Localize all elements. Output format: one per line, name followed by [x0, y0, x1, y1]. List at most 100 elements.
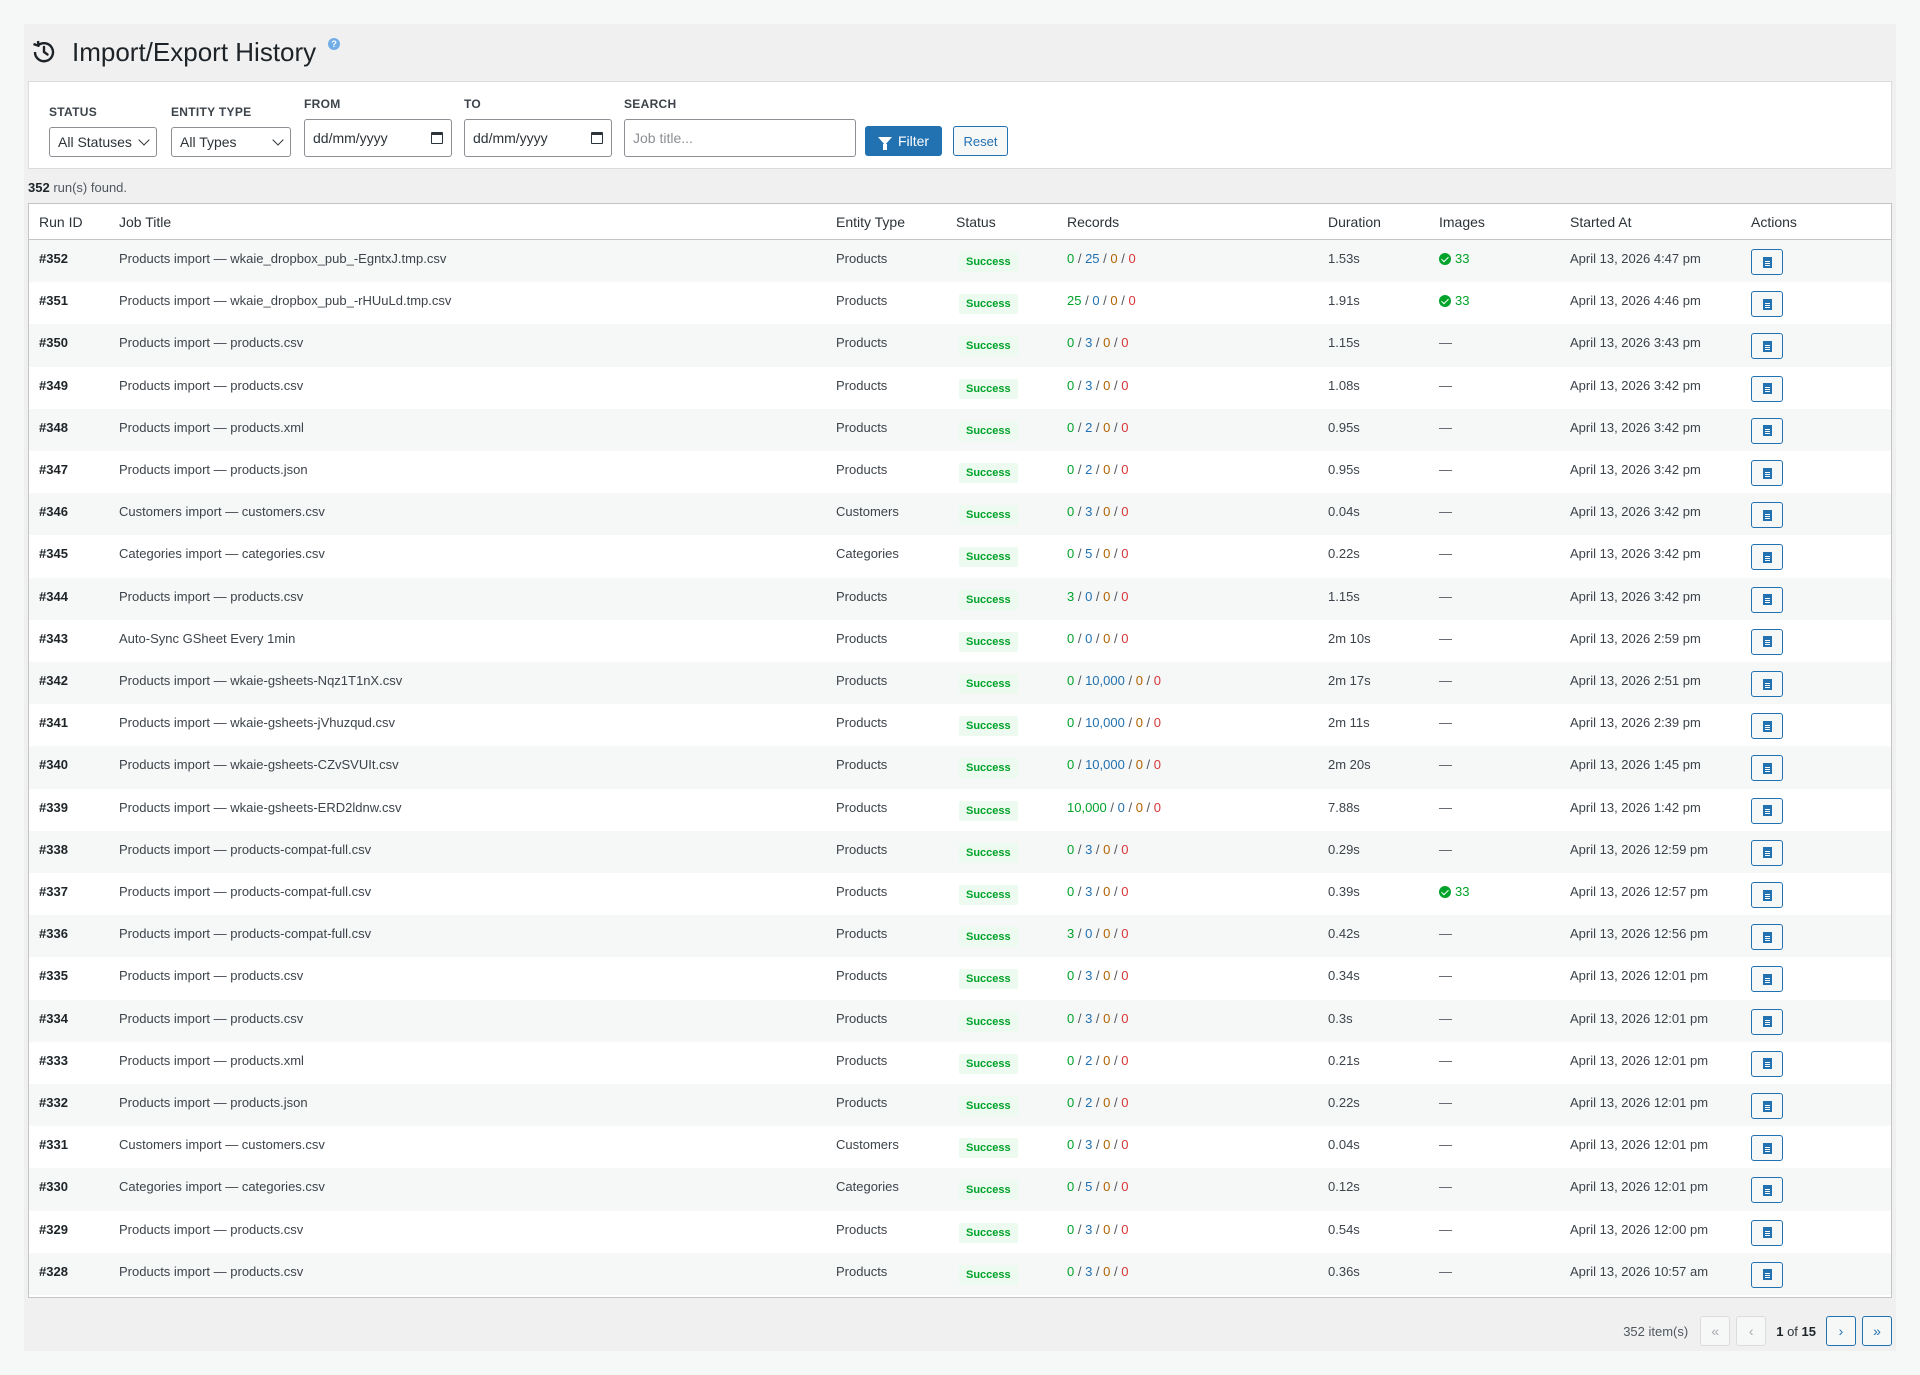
run-id[interactable]: #343: [39, 630, 68, 646]
run-id[interactable]: #339: [39, 799, 68, 815]
col-status[interactable]: Status: [956, 214, 996, 230]
status-select[interactable]: All Statuses: [49, 127, 157, 157]
run-id[interactable]: #336: [39, 926, 68, 942]
records-value: 0: [1121, 1010, 1129, 1026]
run-id[interactable]: #331: [39, 1137, 68, 1153]
run-id[interactable]: #330: [39, 1179, 68, 1195]
records-value: 0: [1110, 251, 1118, 266]
images-cell: —: [1439, 841, 1452, 857]
run-id[interactable]: #333: [39, 1052, 68, 1068]
view-log-button[interactable]: [1751, 291, 1783, 318]
view-log-button[interactable]: [1751, 713, 1783, 740]
status-badge: Success: [959, 842, 1018, 863]
document-icon: [1762, 762, 1772, 774]
entity-select[interactable]: All Types: [171, 127, 291, 157]
from-date-input[interactable]: dd/mm/yyyy: [304, 119, 452, 157]
view-log-button[interactable]: [1751, 671, 1783, 697]
run-id[interactable]: #342: [39, 673, 68, 688]
view-log-button[interactable]: [1751, 417, 1783, 444]
view-log-button[interactable]: [1751, 628, 1783, 655]
records-value: 0: [1067, 715, 1075, 731]
first-page-button[interactable]: «: [1700, 1316, 1731, 1346]
run-id[interactable]: #328: [39, 1263, 68, 1279]
run-id[interactable]: #351: [39, 293, 68, 309]
filter-button[interactable]: Filter: [865, 126, 942, 156]
view-log-button[interactable]: [1751, 1093, 1783, 1119]
run-id[interactable]: #347: [39, 462, 68, 477]
entity-type: Categories: [836, 546, 899, 562]
col-images[interactable]: Images: [1439, 214, 1485, 230]
col-entity-type[interactable]: Entity Type: [836, 214, 906, 230]
view-log-button[interactable]: [1751, 882, 1783, 908]
run-id[interactable]: #335: [39, 968, 68, 984]
run-id[interactable]: #352: [39, 251, 68, 266]
run-id[interactable]: #350: [39, 335, 68, 351]
run-id[interactable]: #334: [39, 1010, 68, 1026]
view-log-button[interactable]: [1751, 249, 1783, 275]
view-log-button[interactable]: [1751, 1177, 1783, 1204]
run-id[interactable]: #345: [39, 546, 68, 562]
run-id[interactable]: #340: [39, 757, 68, 773]
help-icon[interactable]: ?: [328, 38, 341, 50]
started-at: April 13, 2026 12:01 pm: [1570, 1010, 1709, 1026]
run-id[interactable]: #341: [39, 715, 68, 731]
table-row: #329 Products import — products.csv Produc…: [29, 1211, 1891, 1253]
view-log-button[interactable]: [1751, 1219, 1783, 1246]
prev-page-button[interactable]: ‹: [1736, 1316, 1767, 1346]
entity-type: Products: [836, 715, 888, 731]
document-icon: [1762, 1269, 1772, 1281]
run-id[interactable]: #337: [39, 884, 68, 899]
last-page-button[interactable]: »: [1862, 1316, 1892, 1346]
col-job-title[interactable]: Job Title: [119, 214, 172, 230]
run-id[interactable]: #344: [39, 588, 68, 604]
col-run-id[interactable]: Run ID: [39, 214, 83, 230]
col-records[interactable]: Records: [1067, 214, 1120, 230]
entity-type: Products: [836, 1095, 888, 1110]
search-input[interactable]: Job title...: [624, 119, 856, 157]
records-value: 0: [1103, 884, 1111, 899]
col-started-at[interactable]: Started At: [1570, 214, 1632, 230]
view-log-button[interactable]: [1751, 333, 1783, 360]
view-log-button[interactable]: [1751, 375, 1783, 402]
started-at: April 13, 2026 3:42 pm: [1570, 504, 1701, 520]
records-value: 0: [1121, 504, 1129, 520]
entity-type: Customers: [836, 504, 899, 520]
view-log-button[interactable]: [1751, 797, 1783, 824]
records-value: 0: [1067, 1263, 1075, 1279]
view-log-button[interactable]: [1751, 544, 1783, 571]
next-page-button[interactable]: ›: [1826, 1316, 1856, 1346]
job-title: Products import — wkaie_dropbox_pub_-rHU…: [119, 293, 452, 309]
duration: 0.29s: [1328, 841, 1360, 857]
run-id[interactable]: #349: [39, 377, 68, 393]
view-log-button[interactable]: [1751, 924, 1783, 951]
view-log-button[interactable]: [1751, 1050, 1783, 1077]
view-log-button[interactable]: [1751, 755, 1783, 782]
started-at: April 13, 2026 12:01 pm: [1570, 968, 1709, 984]
view-log-button[interactable]: [1751, 586, 1783, 613]
calendar-icon[interactable]: [591, 132, 603, 144]
view-log-button[interactable]: [1751, 966, 1783, 993]
records-value: 0: [1067, 251, 1075, 266]
view-log-button[interactable]: [1751, 839, 1783, 866]
view-log-button[interactable]: [1751, 1261, 1783, 1288]
view-log-button[interactable]: [1751, 502, 1783, 529]
records-value: 0: [1121, 1221, 1129, 1237]
reset-button[interactable]: Reset: [953, 126, 1008, 156]
run-id[interactable]: #338: [39, 841, 68, 857]
col-duration[interactable]: Duration: [1328, 214, 1381, 230]
duration: 0.34s: [1328, 968, 1360, 984]
view-log-button[interactable]: [1751, 1008, 1783, 1035]
to-date-input[interactable]: dd/mm/yyyy: [464, 119, 612, 157]
run-id[interactable]: #332: [39, 1095, 68, 1110]
run-id[interactable]: #346: [39, 504, 68, 520]
run-id[interactable]: #329: [39, 1221, 68, 1237]
calendar-icon[interactable]: [431, 132, 443, 144]
run-id[interactable]: #348: [39, 419, 68, 435]
filter-button-label: Filter: [897, 133, 930, 149]
records-value: 0: [1103, 968, 1111, 984]
duration: 0.36s: [1328, 1263, 1360, 1279]
view-log-button[interactable]: [1751, 1135, 1783, 1162]
records-value: 0: [1085, 588, 1093, 604]
view-log-button[interactable]: [1751, 460, 1783, 486]
document-icon: [1762, 889, 1772, 901]
